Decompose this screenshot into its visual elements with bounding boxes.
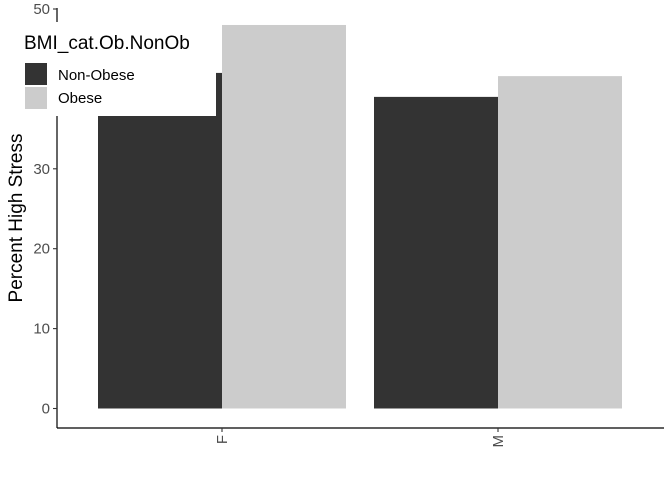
legend-label-obese: Obese [58,90,102,107]
bar-f-obese [222,24,346,409]
y-tick-label: 30 [33,161,50,178]
legend: BMI_cat.Ob.NonOb Non-Obese Obese [0,22,216,116]
y-tick-label: 0 [42,401,50,418]
x-tick-label: M [490,435,507,448]
x-tick-label: F [214,435,231,444]
bars-layer [98,24,622,409]
y-tick-label: 20 [33,241,50,258]
y-tick-label: 50 [33,1,50,18]
legend-label-non-obese: Non-Obese [58,67,135,84]
legend-title: BMI_cat.Ob.NonOb [24,33,190,54]
legend-key-obese [25,87,47,109]
y-ticks: 0 10 20 30 50 [33,1,57,418]
y-tick-label: 10 [33,321,50,338]
y-axis-title: Percent High Stress [6,134,27,303]
bar-m-non-obese [374,96,498,409]
legend-key-non-obese [25,63,47,85]
bar-m-obese [498,76,622,409]
bar-f-non-obese [98,72,222,409]
